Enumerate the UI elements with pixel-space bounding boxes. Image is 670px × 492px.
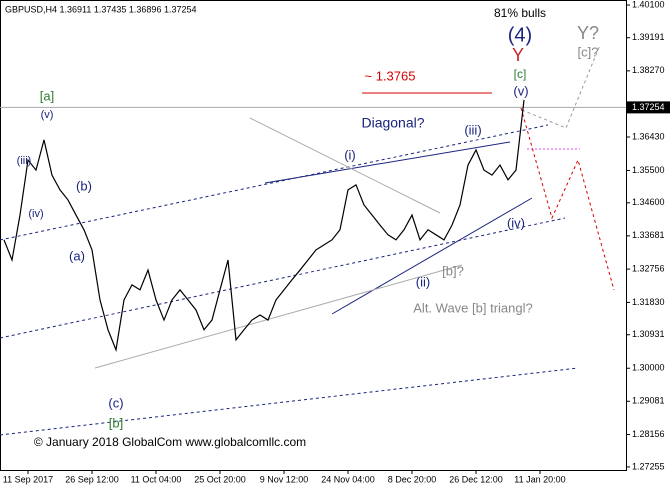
x-tick-label: 24 Nov 04:00 xyxy=(321,474,375,484)
annotation: (v) xyxy=(41,109,54,121)
x-tick-label: 9 Nov 12:00 xyxy=(260,474,309,484)
y-tick-label: 1.28156 xyxy=(632,429,665,439)
annotation: (iii) xyxy=(464,122,481,137)
annotation: Alt. Wave [b] triangl? xyxy=(413,300,532,315)
y-tick-label: 1.34600 xyxy=(632,197,665,207)
trend-line xyxy=(331,197,533,315)
annotation: (ii) xyxy=(416,274,430,289)
y-tick-label: 1.35500 xyxy=(632,165,665,175)
annotation: Diagonal? xyxy=(361,115,424,131)
annotation: (4) xyxy=(508,24,532,46)
annotation: [b] xyxy=(109,415,123,430)
y-tick-label: 1.31830 xyxy=(632,297,665,307)
x-tick-label: 26 Dec 12:00 xyxy=(449,474,503,484)
annotation: [a] xyxy=(40,88,54,103)
y-tick-label: 1.38270 xyxy=(632,65,665,75)
y-tick-label: 1.33681 xyxy=(632,230,665,240)
y-tick-label: 1.32756 xyxy=(632,264,665,274)
y-tick-label: 1.30000 xyxy=(632,363,665,373)
analysis-lines xyxy=(0,44,615,436)
annotation: 81% bulls xyxy=(494,6,546,20)
annotation: [c]? xyxy=(578,44,599,59)
annotation: [c] xyxy=(514,67,527,81)
chart-title: GBPUSD,H4 1.36911 1.37435 1.36896 1.3725… xyxy=(5,4,196,14)
plot-border xyxy=(0,0,627,471)
x-tick-label: 8 Dec 20:00 xyxy=(388,474,437,484)
y-tick-label: 1.29081 xyxy=(632,396,665,406)
annotation: (c) xyxy=(108,395,123,410)
annotation: (iv) xyxy=(28,208,43,220)
annotation: (i) xyxy=(344,147,356,162)
y-tick-label: 1.27255 xyxy=(632,461,665,471)
trend-line xyxy=(94,264,463,369)
annotation: (iii) xyxy=(17,155,32,167)
trend-line xyxy=(264,141,511,184)
x-tick-label: 11 Sep 2017 xyxy=(3,474,53,484)
annotation: Y xyxy=(512,45,524,65)
y-tick-label: 1.30931 xyxy=(632,329,665,339)
scenario-path xyxy=(520,107,615,291)
y-tick-label: 1.39191 xyxy=(632,32,665,42)
y-tick-label: 1.36430 xyxy=(632,131,665,141)
current-price-label: 1.37254 xyxy=(632,102,665,112)
y-tick-label: 1.40100 xyxy=(632,0,665,9)
annotation: ~ 1.3765 xyxy=(365,68,416,83)
annotation: (a) xyxy=(69,248,85,263)
current-price-box xyxy=(626,101,670,114)
annotation: (iv) xyxy=(507,215,525,230)
annotation: [b]? xyxy=(442,263,464,278)
trend-line xyxy=(249,117,441,214)
annotation: (b) xyxy=(76,178,92,193)
x-tick-label: 25 Oct 20:00 xyxy=(194,474,246,484)
annotation: Y? xyxy=(577,23,599,43)
channel-line xyxy=(0,367,579,436)
annotation: (v) xyxy=(513,83,528,98)
x-tick-label: 11 Oct 04:00 xyxy=(131,474,182,484)
x-tick-label: 11 Jan 20:00 xyxy=(514,474,565,484)
channel-line xyxy=(0,217,566,339)
x-tick-label: 26 Sep 12:00 xyxy=(65,474,119,484)
annotation: © January 2018 GlobalCom www.globalcomll… xyxy=(34,435,306,449)
price-line xyxy=(3,99,525,353)
